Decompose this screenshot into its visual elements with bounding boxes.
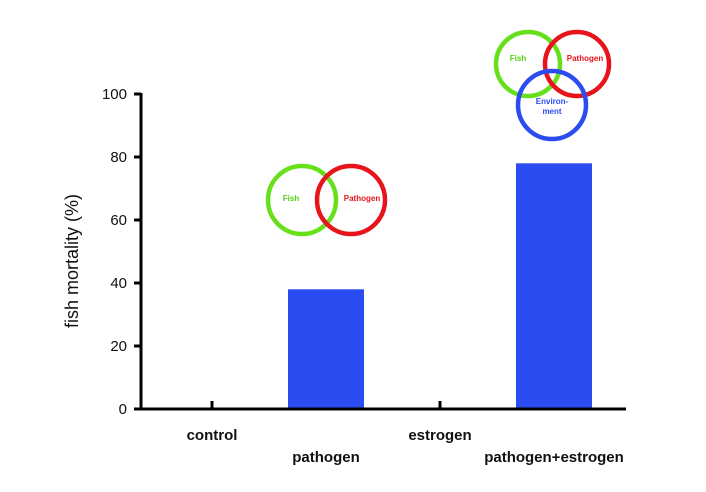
venn-circle	[515, 68, 589, 142]
bar	[288, 289, 364, 408]
venn-label: Fish	[510, 54, 527, 63]
bar	[516, 163, 592, 408]
y-tick-label: 0	[119, 401, 127, 418]
venn-label: Fish	[283, 194, 300, 203]
y-axis-label: fish mortality (%)	[62, 194, 82, 328]
y-tick-label: 60	[110, 212, 127, 229]
venn-circle	[542, 29, 612, 99]
venn-circle	[265, 163, 339, 237]
y-tick-label: 80	[110, 149, 127, 166]
x-category-label: pathogen	[292, 449, 360, 466]
venn-label: Environ-ment	[536, 97, 569, 116]
y-tick-label: 100	[102, 86, 127, 103]
venn-diagram: Fish Pathogen Environ-ment	[493, 29, 612, 142]
bars	[288, 163, 592, 408]
x-category-label: control	[187, 427, 238, 444]
y-tick-label: 40	[110, 275, 127, 292]
venn-diagram: Fish Pathogen	[265, 163, 388, 237]
x-category-label: pathogen+estrogen	[484, 449, 624, 466]
venn-circle	[314, 163, 388, 237]
venn-label: Pathogen	[344, 194, 381, 203]
x-category-label: estrogen	[408, 427, 471, 444]
venn-label: Pathogen	[567, 54, 604, 63]
venn-circle	[493, 29, 563, 99]
venn-diagrams: Fish Pathogen Fish Pathogen Environ-ment	[265, 29, 612, 237]
y-tick-label: 20	[110, 338, 127, 355]
axes: 0 20 40 60 80 100 control pathogen estrogen patho…	[102, 86, 626, 466]
